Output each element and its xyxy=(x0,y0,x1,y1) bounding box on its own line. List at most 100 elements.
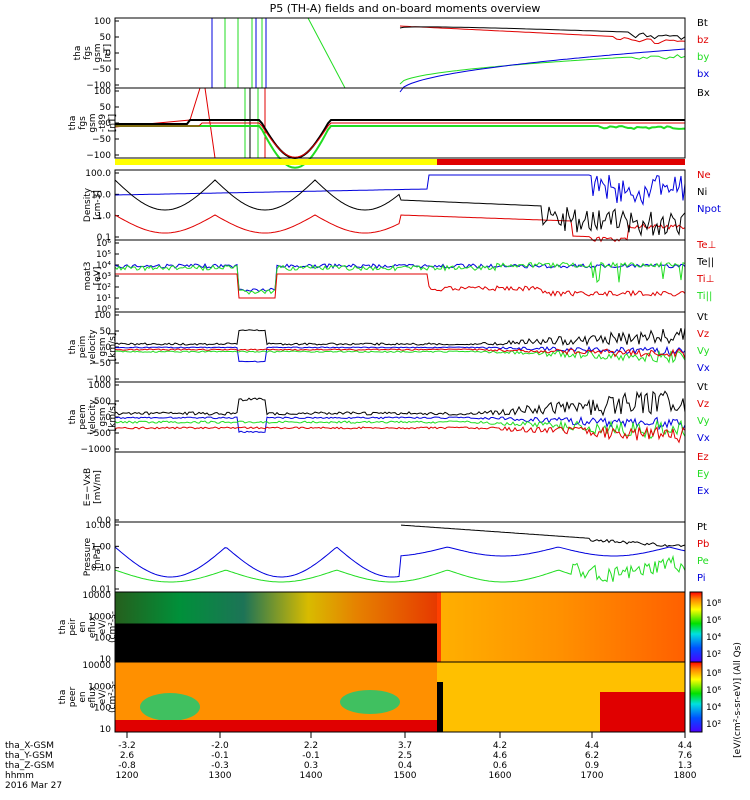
vt-trace xyxy=(114,327,686,347)
panel-6-legend-vy: Vy xyxy=(697,416,710,427)
panel-8-tick-label: 0.10 xyxy=(91,564,111,574)
panel-9-tick-label: 100 xyxy=(94,634,111,644)
panel-5-ylabel-line: peim xyxy=(78,336,88,359)
panel-8-tick-label: 0.01 xyxy=(91,585,111,595)
panel-9: thapeirenefluxeV/(cm²-s-sr-eV)1000010001… xyxy=(58,591,686,665)
panel-3-legend-ni: Ni xyxy=(697,187,707,198)
x-axis-value: 4.2 xyxy=(493,741,507,751)
spec-ele-blob2 xyxy=(340,690,400,714)
x-axis-value: 4.4 xyxy=(678,741,693,751)
panel-10-ylabel-line: tha xyxy=(58,690,68,705)
panel-1-tick-label: 100 xyxy=(94,17,111,27)
panel-10-frame xyxy=(114,661,686,733)
panel-6-legend-vx: Vx xyxy=(697,433,710,444)
panel-8-legend-pe: Pe xyxy=(697,556,709,567)
x-axis-value: 7.6 xyxy=(678,751,693,761)
colorbar-tick-label: 10⁶ xyxy=(706,616,721,626)
panel-6-legend-vt: Vt xyxy=(697,382,708,393)
by-trace xyxy=(399,54,686,85)
colorbar-tick-label: 10⁴ xyxy=(706,703,721,713)
panel-4-tick-label: 10⁶ xyxy=(96,239,111,249)
panel-4-tick-label: 10⁴ xyxy=(96,261,111,271)
spec-ion-edge xyxy=(437,592,441,662)
panel-1-ylabel-line: gsm xyxy=(93,43,103,62)
bx-green-trace xyxy=(115,125,686,169)
panel-9-ylabel-line: eflux xyxy=(88,615,98,638)
spec-ion-right xyxy=(437,592,685,662)
panel-3-legend-ne: Ne xyxy=(697,170,711,181)
bx-red-trace xyxy=(115,122,685,158)
by-trace-early xyxy=(307,17,346,89)
panel-1-legend-bz: bz xyxy=(697,35,709,46)
panel-3: Density [cm-3] 100.0 10.0 1.0 0.1 Ne Ni Npot xyxy=(83,169,721,243)
x-axis-value: 0.3 xyxy=(304,761,318,771)
x-axis-value: 4.6 xyxy=(493,751,508,761)
panel-2-ylabel-line: fgs xyxy=(78,116,88,130)
panel-8-tick-label: 10.00 xyxy=(85,521,111,531)
panel-6-tick-label: 500 xyxy=(94,397,111,407)
panel-6-ylabel-line: [km/s] xyxy=(108,403,118,432)
panel-6-frame xyxy=(114,381,686,453)
x-axis-date: 2016 Mar 27 xyxy=(5,781,62,791)
panel-5: tha peim velocity gsm [km/s] 100 50 0 −50 −100 Vt V… xyxy=(68,311,710,385)
vx-trace xyxy=(114,415,686,434)
panel-5-ylabel-line: [km/s] xyxy=(108,333,118,362)
panel-2-ylabel-line: -t89 xyxy=(98,114,108,133)
panel-2-tick-label: −50 xyxy=(92,135,111,145)
x-axis-value: 2.2 xyxy=(304,741,318,751)
spec-ele-gap xyxy=(437,682,443,732)
x-axis-value: 6.2 xyxy=(585,751,599,761)
panel-10-tick-label: 1000 xyxy=(88,682,111,692)
colorbar-2 xyxy=(689,661,703,733)
panel-7-legend-ez: Ez xyxy=(697,452,709,463)
panel-4-ylabel-line: moat3 xyxy=(83,261,93,290)
panel-5-ylabel-line: gsm xyxy=(98,337,108,356)
panel-6-tick-label: −500 xyxy=(86,429,111,439)
panel-1-tick-label: −50 xyxy=(92,65,111,75)
ne-trace xyxy=(114,214,686,243)
panel-1-legend-bx: bx xyxy=(697,69,709,80)
panel-5-ylabel-line: velocity xyxy=(88,329,98,365)
x-axis-value: 1600 xyxy=(489,771,512,781)
panel-4-legend-ti||: Ti|| xyxy=(696,291,712,302)
panel-10-tick-label: 10000 xyxy=(82,661,111,671)
panel-8-legend-pb: Pb xyxy=(697,539,709,550)
mode-bar-yellow xyxy=(115,159,437,165)
x-axis-row-label: tha_X-GSM xyxy=(5,741,54,751)
panel-1-ylabel-line: [nT] xyxy=(103,44,113,62)
panel-9-ylabel-line: en xyxy=(78,621,88,632)
pt-trace xyxy=(400,524,686,548)
panel-1-legend-by: by xyxy=(697,52,709,63)
bx-trace xyxy=(399,48,686,93)
panel-4-legend-ti⊥: Ti⊥ xyxy=(696,274,714,285)
panel-2-tick-label: 100 xyxy=(94,87,111,97)
panel-4-tick-label: 10³ xyxy=(96,272,111,282)
x-axis-value: -0.1 xyxy=(302,751,320,761)
x-axis-value: 2.5 xyxy=(398,751,412,761)
panel-10: thapeerenefluxeV/(cm²-s-sr-eV)1000010001… xyxy=(58,661,686,735)
panel-9-tick-label: 10 xyxy=(100,655,112,665)
ni-trace xyxy=(114,179,686,237)
npot-trace xyxy=(115,174,686,207)
panel-2-legend-bx: Bx xyxy=(697,88,710,99)
panel-9-ylabel-line: tha xyxy=(58,620,68,635)
pi-trace xyxy=(114,546,686,578)
panel-3-frame xyxy=(114,169,686,241)
bx-black-trace xyxy=(115,119,685,160)
colorbar-tick-label: 10⁸ xyxy=(706,599,721,609)
panel-6-tick-label: 1000 xyxy=(88,381,111,391)
colorbar-tick-label: 10⁸ xyxy=(706,669,721,679)
x-axis-value: -3.2 xyxy=(118,741,136,751)
spec-ion-upper xyxy=(115,592,437,624)
panel-5-legend-vy: Vy xyxy=(697,346,710,357)
colorbar-1 xyxy=(689,591,703,663)
panel-5-legend-vx: Vx xyxy=(697,363,710,374)
panel-8-legend-pi: Pi xyxy=(697,573,706,584)
panel-5-legend-vt: Vt xyxy=(697,312,708,323)
panel-2-ylabel-line: gsm xyxy=(88,113,98,132)
panel-1: tha fgs gsm [nT] 100 50 0 −50 −100 Bt bz by bx xyxy=(73,17,709,93)
panel-8-tick-label: 1.00 xyxy=(91,542,111,552)
panel-3-ylabel-line: [cm-3] xyxy=(93,190,103,220)
